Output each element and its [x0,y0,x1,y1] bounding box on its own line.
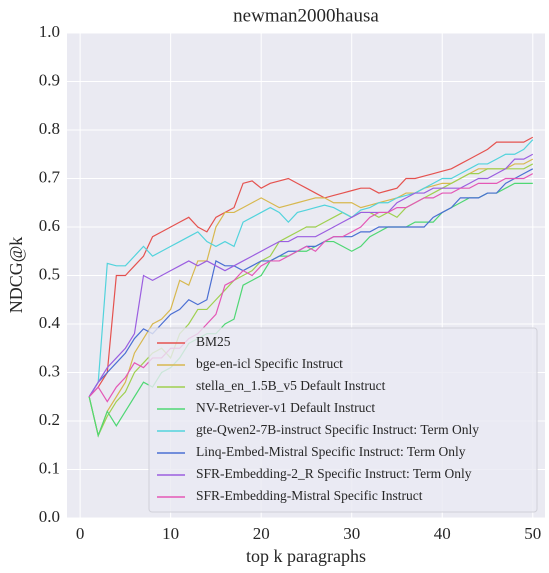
legend-label: stella_en_1.5B_v5 Default Instruct [196,378,386,393]
legend-label: SFR-Embedding-Mistral Specific Instruct [196,488,423,503]
x-axis-label: top k paragraphs [246,546,366,566]
x-tick-label: 20 [253,524,270,543]
legend-label: SFR-Embedding-2_R Specific Instruct: Ter… [196,466,472,481]
y-axis-label: NDCG@k [6,237,26,314]
legend-label: Linq-Embed-Mistral Specific Instruct: Te… [196,444,466,459]
y-tick-label: 0.8 [39,119,60,138]
y-tick-label: 0.1 [39,458,60,477]
y-tick-label: 0.3 [39,361,60,380]
y-tick-label: 0.2 [39,410,60,429]
x-tick-label: 50 [524,524,541,543]
y-tick-label: 0.0 [39,507,60,526]
legend-label: NV-Retriever-v1 Default Instruct [196,400,375,415]
y-tick-label: 0.7 [39,167,61,186]
y-tick-label: 0.9 [39,70,60,89]
series-line [88,136,534,398]
x-tick-label: 30 [343,524,360,543]
y-tick-label: 0.5 [39,264,60,283]
series-line [88,168,534,398]
y-tick-label: 0.4 [39,313,61,332]
legend-label: gte-Qwen2-7B-instruct Specific Instruct:… [196,422,479,437]
x-tick-label: 0 [76,524,85,543]
y-tick-label: 1.0 [39,22,60,41]
y-tick-label: 0.6 [39,216,60,235]
legend-label: BM25 [196,334,231,349]
series-line [88,153,534,398]
legend-box [148,327,538,513]
series-line [88,139,534,398]
chart-title: newman2000hausa [233,5,379,26]
x-tick-label: 10 [162,524,179,543]
x-tick-label: 40 [434,524,451,543]
legend-label: bge-en-icl Specific Instruct [196,356,343,371]
